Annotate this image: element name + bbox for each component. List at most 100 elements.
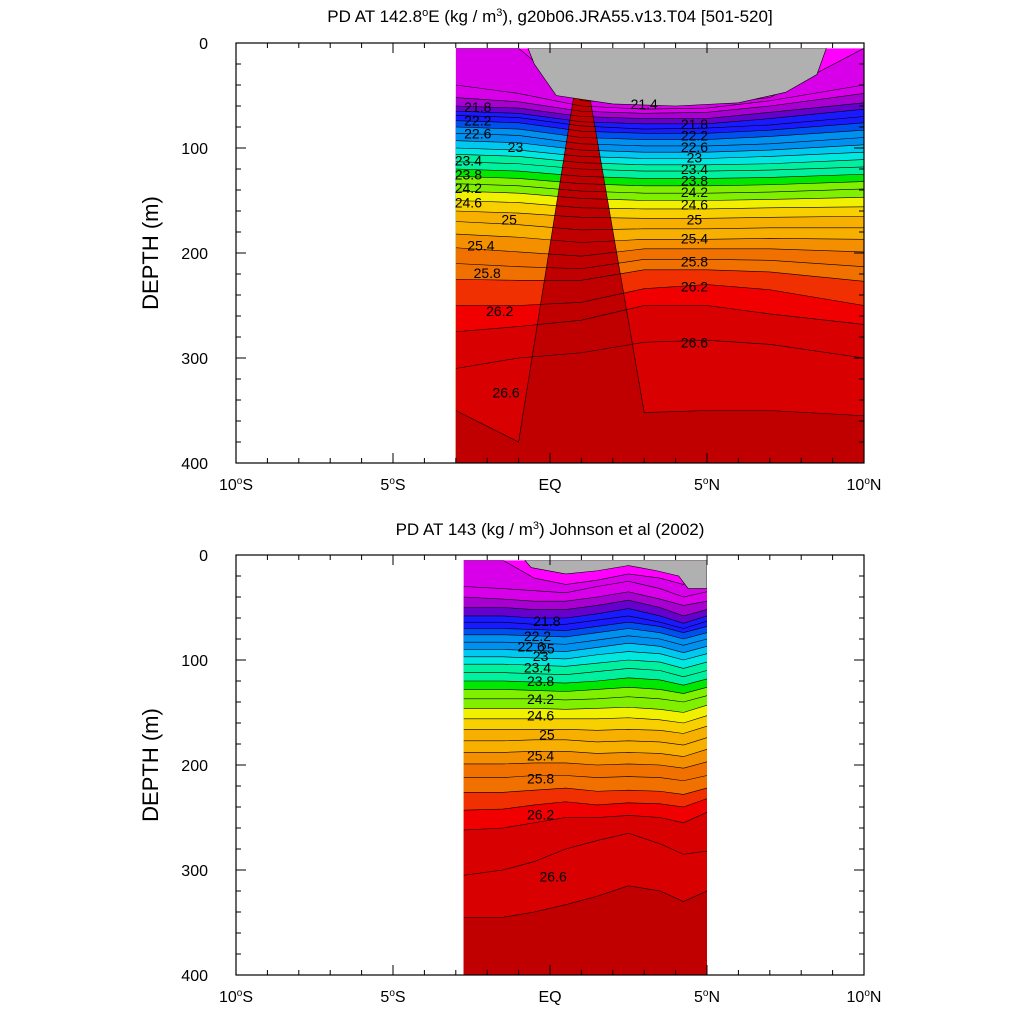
contour-line xyxy=(455,247,864,257)
contour-line xyxy=(463,832,707,876)
contour-line xyxy=(455,233,864,243)
y-tick-label: 0 xyxy=(199,36,208,53)
panel-title: PD AT 142.8oE (kg / m3), g20b06.JRA55.v1… xyxy=(327,7,772,26)
contour-line xyxy=(455,133,864,147)
land-mask xyxy=(524,560,707,589)
contour-line xyxy=(455,210,864,219)
contour-line xyxy=(463,659,707,669)
contour-label: 22.2 xyxy=(681,127,708,143)
contour-line xyxy=(455,147,864,159)
contour-label: 26.6 xyxy=(492,385,519,401)
panel-top: PD AT 142.8oE (kg / m3), g20b06.JRA55.v1… xyxy=(138,7,881,494)
contour-line xyxy=(463,591,707,606)
contour-line xyxy=(455,84,864,110)
y-axis: 0 100 200 300 400 xyxy=(181,548,864,985)
contour-line xyxy=(455,48,864,443)
contour-label: 24.6 xyxy=(681,197,708,213)
x-tick-label: 10oS xyxy=(219,988,253,1006)
contour-line xyxy=(463,635,707,646)
contour-line xyxy=(463,761,707,769)
y-axis: 0 100 200 300 400 xyxy=(181,36,864,473)
x-tick-label: 10oN xyxy=(847,476,882,494)
contour-label: 26.2 xyxy=(527,806,554,822)
contour-line xyxy=(463,695,707,703)
contour-line xyxy=(463,885,707,918)
contour-line xyxy=(455,339,864,369)
contour-line xyxy=(463,599,707,617)
contour-label: 23.4 xyxy=(524,659,551,675)
y-axis-label: DEPTH (m) xyxy=(138,196,163,310)
contour-label: 22.2 xyxy=(464,113,491,129)
contour-label: 21.8 xyxy=(464,99,491,115)
contour-line xyxy=(455,269,864,282)
contour-line xyxy=(463,615,707,629)
contour-label: 22.2 xyxy=(524,628,551,644)
contour-line xyxy=(463,668,707,678)
contour-line xyxy=(455,108,864,125)
contour-line xyxy=(463,621,707,634)
contour-label: 25 xyxy=(687,211,703,227)
contour-label: 25 xyxy=(539,727,555,743)
contour-line xyxy=(463,686,707,694)
contour-label: 24.2 xyxy=(681,184,708,200)
density-band xyxy=(455,48,864,463)
contour-line xyxy=(455,183,864,194)
contour-plot xyxy=(455,48,864,463)
contour-label: 21.8 xyxy=(681,116,708,132)
x-tick-label: EQ xyxy=(538,989,561,1006)
contour-line xyxy=(455,140,864,153)
contour-label: 25.4 xyxy=(681,230,708,246)
contour-label: 21.4 xyxy=(631,96,658,112)
contour-label: 23.8 xyxy=(455,166,482,182)
contour-line xyxy=(463,704,707,713)
contour-line xyxy=(463,580,707,598)
contour-line xyxy=(463,560,707,585)
x-tick-label: 5oN xyxy=(694,476,720,494)
contour-label: 25.8 xyxy=(474,265,501,281)
contour-line xyxy=(463,737,707,746)
contour-label: 24.6 xyxy=(455,195,482,211)
contour-line xyxy=(455,284,864,306)
contour-label: 25.8 xyxy=(681,253,708,269)
y-tick-label: 200 xyxy=(181,246,208,263)
y-tick-label: 300 xyxy=(181,351,208,368)
contour-label: 24.6 xyxy=(527,708,554,724)
contour-label: 26.2 xyxy=(681,279,708,295)
contour-plot xyxy=(463,560,707,975)
x-tick-label: 5oS xyxy=(380,476,405,494)
contour-line xyxy=(463,677,707,686)
x-axis: 10oS 5oS EQ 5oN 10oN xyxy=(219,43,881,494)
y-tick-label: 400 xyxy=(181,456,208,473)
x-tick-label: 10oS xyxy=(219,476,253,494)
contour-line xyxy=(463,608,707,624)
land-mask xyxy=(527,48,827,107)
contour-label: 23.4 xyxy=(455,153,482,169)
contour-line xyxy=(463,642,707,653)
y-tick-label: 200 xyxy=(181,758,208,775)
contour-label: 25.8 xyxy=(527,771,554,787)
contour-label: 23 xyxy=(508,139,524,155)
contour-label: 22.6 xyxy=(464,125,491,141)
y-tick-label: 300 xyxy=(181,863,208,880)
contour-label: 24.2 xyxy=(455,180,482,196)
contour-label: 23.8 xyxy=(681,173,708,189)
contour-line xyxy=(455,154,864,166)
contour-label: 22.6 xyxy=(518,638,545,654)
contour-label: 22.6 xyxy=(681,139,708,155)
contour-line xyxy=(463,787,707,795)
y-tick-label: 0 xyxy=(199,548,208,565)
contour-line xyxy=(455,259,864,270)
contour-label: 23 xyxy=(533,648,549,664)
x-tick-label: 5oS xyxy=(380,988,405,1006)
contour-line xyxy=(455,93,864,114)
contour-line xyxy=(455,102,864,119)
contour-label: 23 xyxy=(687,149,703,165)
contour-line xyxy=(463,775,707,782)
contour-label: 26.2 xyxy=(486,303,513,319)
contour-line xyxy=(463,651,707,661)
contour-line xyxy=(455,120,864,134)
contour-label: 24.2 xyxy=(527,691,554,707)
y-tick-label: 100 xyxy=(181,141,208,158)
contour-line xyxy=(463,798,707,811)
